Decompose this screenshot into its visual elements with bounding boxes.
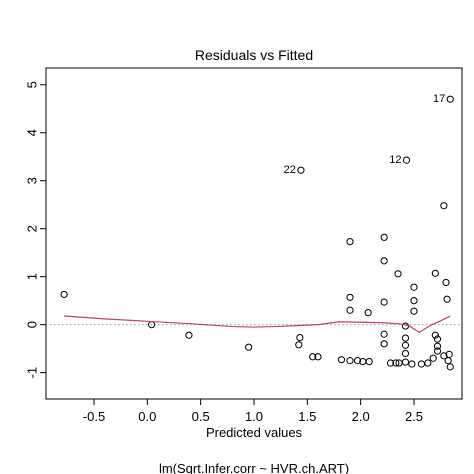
x-tick-label: 2.0 — [352, 409, 370, 424]
data-point — [433, 342, 442, 350]
y-axis: -1 0 1 2 3 4 5 — [25, 81, 46, 379]
data-point — [380, 298, 388, 306]
point-label: 12 — [389, 154, 401, 166]
data-point — [364, 309, 372, 317]
data-point — [365, 357, 373, 366]
data-points — [60, 95, 454, 371]
data-point — [443, 295, 451, 303]
data-point — [445, 350, 453, 358]
data-point — [346, 306, 354, 314]
data-point — [148, 321, 156, 329]
data-point — [429, 354, 437, 362]
data-point — [401, 341, 410, 349]
data-point — [424, 359, 432, 367]
data-point — [433, 335, 442, 343]
x-tick-label: 0.0 — [138, 409, 156, 424]
data-point — [380, 257, 388, 265]
data-point — [337, 356, 346, 364]
data-point — [402, 156, 411, 164]
y-tick-label: 3 — [25, 177, 40, 184]
data-point — [401, 358, 410, 366]
data-point — [380, 340, 388, 348]
data-point — [245, 343, 253, 351]
point-label: 22 — [284, 164, 296, 176]
data-point — [394, 270, 402, 278]
data-point — [295, 341, 303, 349]
x-axis: -0.5 0.0 0.5 1.0 1.5 2.0 2.5 — [83, 399, 423, 424]
data-point — [444, 357, 452, 365]
data-point — [60, 290, 68, 299]
x-tick-label: 0.5 — [192, 409, 210, 424]
data-point — [440, 352, 448, 360]
x-axis-title: Predicted values — [206, 425, 303, 440]
data-point — [408, 360, 416, 368]
data-point — [401, 334, 410, 342]
y-tick-label: 4 — [25, 129, 40, 136]
x-tick-label: -0.5 — [83, 409, 105, 424]
data-point — [309, 353, 317, 361]
data-point — [346, 357, 354, 365]
data-point — [297, 166, 305, 174]
data-point — [296, 333, 304, 342]
x-tick-label: 1.5 — [298, 409, 316, 424]
data-point — [380, 233, 388, 241]
data-point — [417, 360, 426, 368]
data-point — [401, 322, 410, 330]
y-tick-label: 5 — [25, 81, 40, 88]
data-point — [410, 283, 418, 291]
data-point — [346, 293, 354, 301]
x-axis-subtitle: lm(Sqrt.Infer.corr ~ HVR.ch.ART) — [159, 461, 349, 474]
data-point — [314, 353, 322, 361]
point-labels: 22 12 17 — [284, 93, 446, 176]
data-point — [442, 278, 450, 287]
data-point — [446, 363, 454, 371]
plot-frame — [45, 67, 463, 400]
y-tick-label: 1 — [25, 273, 40, 280]
x-tick-label: 2.5 — [405, 409, 423, 424]
data-point — [386, 359, 395, 367]
y-tick-label: 2 — [25, 225, 40, 232]
smooth-fit-line — [64, 315, 451, 334]
data-point — [431, 269, 439, 277]
data-point — [346, 238, 354, 246]
chart-title: Residuals vs Fitted — [195, 47, 313, 63]
y-tick-label: 0 — [25, 321, 40, 328]
data-point — [410, 307, 418, 315]
y-tick-label: -1 — [25, 367, 40, 379]
data-point — [185, 331, 193, 339]
data-point — [392, 359, 400, 367]
data-point — [431, 331, 439, 339]
data-point — [446, 95, 454, 103]
data-point — [380, 330, 388, 338]
data-point — [353, 357, 362, 365]
data-point — [401, 349, 410, 358]
data-point — [433, 347, 442, 355]
point-label: 17 — [433, 93, 445, 105]
data-point — [440, 202, 448, 210]
data-point — [410, 297, 418, 305]
x-tick-label: 1.0 — [245, 409, 263, 424]
